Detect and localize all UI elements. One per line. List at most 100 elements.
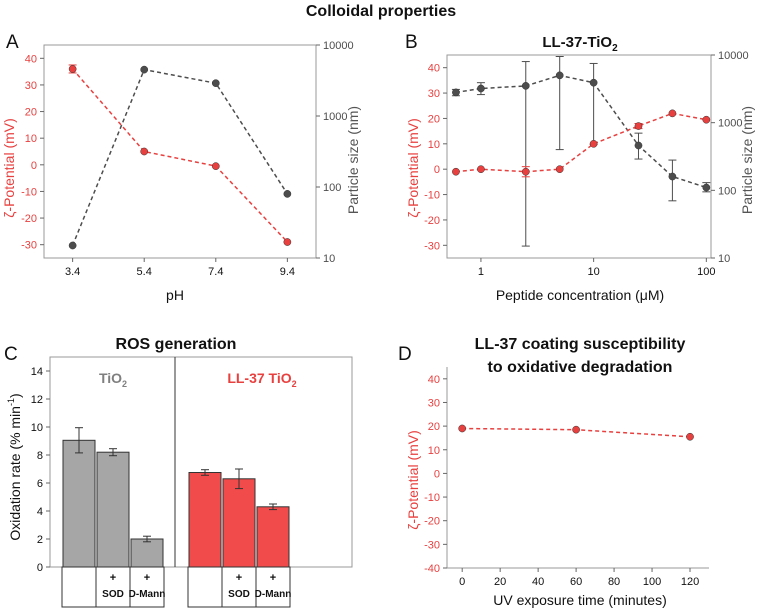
panel-a-y2label: Particle size (nm) [345, 106, 361, 214]
panel-c-ylabel: Oxidation rate (% min-1) [6, 393, 23, 540]
panel-c-bar [130, 538, 164, 568]
panel-c-ytick-label: 2 [37, 534, 43, 546]
panel-a-ytick-label: 0 [31, 160, 37, 172]
panel-b-data-point [702, 183, 711, 192]
panel-d-ytick-label: 0 [434, 468, 440, 480]
panel-a-ytick-label: -30 [21, 240, 37, 252]
panel-c-ytick-label: 12 [31, 394, 43, 406]
panel-a-xlabel: pH [166, 287, 184, 303]
panel-a: A ζ-Potential (mV) Particle size (nm) pH… [1, 32, 361, 303]
figure-title: Colloidal properties [306, 3, 456, 20]
panel-b-data-point [668, 109, 677, 118]
panel-d-data-point [572, 425, 580, 434]
panel-a-letter: A [6, 32, 19, 53]
panel-b-data-point [634, 141, 643, 150]
panel-a-ytick-label: -10 [21, 186, 37, 198]
panel-a-data-point [68, 241, 77, 250]
panel-b-ytick-label: -20 [424, 215, 440, 227]
panel-a-data-point [283, 238, 292, 246]
panel-d-xtick-label: 60 [570, 576, 582, 588]
panel-b-data-point [702, 115, 711, 124]
panel-b-data-point [634, 122, 643, 130]
panel-b-series-line [455, 74, 707, 189]
panel-b-y2label: Particle size (nm) [739, 106, 755, 214]
panel-c-title: ROS generation [116, 336, 237, 353]
panel-c-bar [222, 478, 256, 568]
panel-b-xtick-label: 1 [478, 266, 484, 278]
panel-d-ytick-label: 40 [428, 374, 440, 386]
panel-a-data-point [140, 65, 149, 74]
panel-c-bar [256, 506, 290, 568]
panel-c-category-name: D-Mann [255, 589, 292, 600]
panel-a-ytick-label: 20 [25, 107, 37, 119]
panel-b-ylabel: ζ-Potential (mV) [405, 118, 421, 218]
panel-d-xtick-label: 40 [532, 576, 544, 588]
panel-d-ytick-label: -40 [424, 563, 440, 575]
panel-d-xtick-label: 80 [608, 576, 620, 588]
panel-a-ylabel: ζ-Potential (mV) [1, 118, 17, 218]
panel-c-ytick-label: 4 [37, 506, 43, 518]
panel-d-xlabel: UV exposure time (minutes) [493, 592, 667, 608]
panel-a-xtick-label: 5.4 [137, 266, 152, 278]
panel-d-xtick-label: 0 [459, 576, 465, 588]
panel-b-ytick-label: 10 [428, 139, 440, 151]
panel-b-data-point [452, 88, 460, 97]
panel-c-category-box [187, 566, 223, 608]
panel-a-y2tick-label: 1000 [323, 111, 347, 123]
panel-b-y2tick-label: 1000 [718, 118, 742, 130]
panel-b: B LL-37-TiO2 ζ-Potential (mV) Particle s… [405, 32, 755, 303]
panel-a-data-point [211, 162, 220, 170]
panel-d: D LL-37 coating susceptibility to oxidat… [398, 336, 709, 608]
panel-c-category-plus: + [236, 572, 242, 584]
panel-a-series-line [71, 68, 289, 246]
panel-d-ylabel: ζ-Potential (mV) [405, 430, 421, 530]
panel-d-data-point [686, 432, 694, 441]
panel-b-title: LL-37-TiO2 [542, 34, 618, 54]
panel-b-data-point [521, 167, 530, 176]
panel-c-category-plus: + [110, 572, 116, 584]
panel-c-ytick-label: 10 [31, 422, 43, 434]
panel-a-data-point [211, 79, 220, 88]
panel-a-ytick-label: 30 [25, 80, 37, 92]
panel-b-ytick-label: 30 [428, 88, 440, 100]
panel-a-y2tick-label: 100 [323, 182, 341, 194]
panel-b-data-point [668, 172, 677, 181]
panel-d-ytick-label: -20 [424, 516, 440, 528]
panel-c-category-box [255, 566, 291, 608]
panel-d-ytick-label: 30 [428, 397, 440, 409]
panel-b-y2tick-label: 100 [718, 185, 736, 197]
panel-b-xtick-label: 10 [588, 266, 600, 278]
panel-d-data-point [458, 424, 467, 433]
panel-b-ytick-label: 20 [428, 113, 440, 125]
panel-b-data-point [589, 78, 598, 87]
panel-c-category-plus: + [144, 572, 150, 584]
panel-c-category-box [61, 566, 97, 608]
panel-d-title-line2: to oxidative degradation [488, 359, 673, 376]
panel-a-xtick-label: 7.4 [208, 266, 223, 278]
panel-a-data-point [283, 190, 292, 198]
panel-c-ytick-label: 0 [37, 562, 43, 574]
panel-a-ytick-label: 10 [25, 133, 37, 145]
panel-b-ytick-label: -30 [424, 240, 440, 252]
panel-d-xtick-label: 120 [681, 576, 699, 588]
panel-d-title-line1: LL-37 coating susceptibility [475, 336, 686, 353]
panel-b-y2tick-label: 10000 [718, 50, 749, 62]
panel-c-bar [96, 451, 130, 568]
panel-b-series-line [455, 112, 707, 173]
panel-d-ytick-label: -30 [424, 539, 440, 551]
panel-a-data-point [68, 65, 77, 73]
panel-c-category-name: SOD [102, 589, 124, 600]
panel-a-xtick-label: 3.4 [65, 266, 80, 278]
panel-b-data-point [555, 71, 564, 80]
panel-c-category-name: D-Mann [129, 589, 166, 600]
panel-b-ytick-label: 40 [428, 63, 440, 75]
panel-b-letter: B [405, 32, 418, 53]
panel-b-data-point [477, 84, 485, 93]
panel-b-y2tick-label: 10 [718, 253, 730, 265]
panel-b-xlabel: Peptide concentration (μM) [496, 287, 664, 303]
panel-b-data-point [589, 139, 598, 148]
panel-c-letter: C [4, 344, 18, 365]
panel-d-ytick-label: 20 [428, 421, 440, 433]
panel-c-bar [188, 472, 222, 568]
